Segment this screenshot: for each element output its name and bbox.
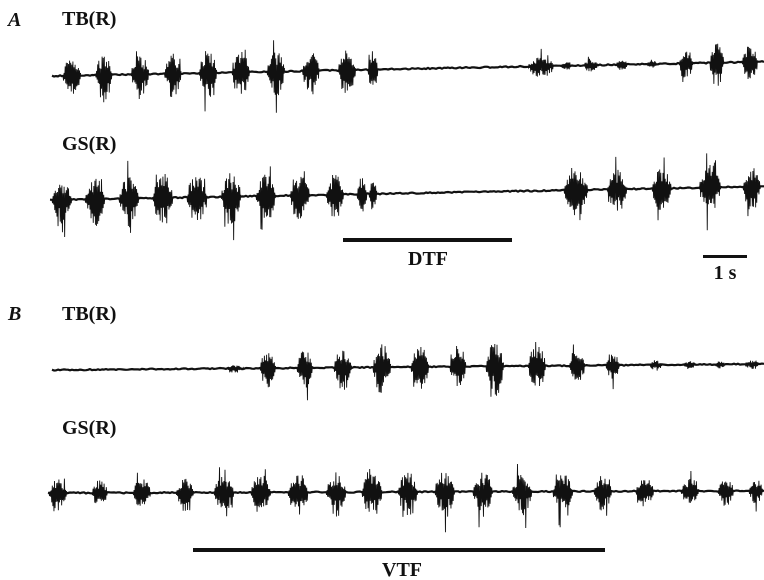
emg-burst: [527, 48, 555, 77]
emg-burst: [91, 480, 109, 504]
emg-burst: [605, 354, 621, 390]
emg-burst: [259, 353, 277, 388]
panel-b-tb-label: TB(R): [62, 303, 117, 325]
panel-a-label: A: [8, 9, 22, 31]
emg-burst: [651, 157, 673, 221]
emg-burst: [410, 346, 430, 389]
trace-b-tb: [51, 341, 764, 401]
emg-burst: [231, 49, 251, 94]
emg-burst: [198, 51, 218, 112]
emg-burst: [683, 361, 696, 370]
emg-burst: [84, 178, 106, 226]
panel-a-gs-label: GS(R): [62, 133, 117, 155]
emg-burst: [552, 474, 574, 528]
emg-burst: [678, 51, 694, 83]
emg-burst: [472, 472, 494, 528]
emg-burst: [649, 360, 662, 371]
emg-burst: [213, 467, 235, 517]
emg-burst: [583, 56, 599, 72]
emg-burst: [325, 472, 347, 517]
emg-burst: [615, 60, 628, 70]
emg-burst: [333, 350, 353, 390]
emg-burst: [368, 182, 378, 210]
emg-burst: [744, 360, 760, 370]
emg-burst: [296, 351, 314, 401]
panel-a-tb-label: TB(R): [62, 8, 117, 30]
emg-burst: [325, 174, 345, 217]
emg-burst: [48, 478, 68, 512]
trace-b-gs: [47, 463, 764, 533]
emg-burst: [175, 478, 195, 511]
emg-burst: [51, 184, 73, 238]
emg-burst: [186, 177, 208, 221]
emg-burst: [714, 361, 726, 369]
trace-baseline: [51, 60, 764, 78]
emg-burst: [287, 475, 309, 515]
panel-b-gs-label: GS(R): [62, 417, 117, 439]
emg-burst: [593, 476, 613, 516]
emg-burst: [302, 53, 320, 95]
emg-burst: [397, 472, 419, 517]
emg-burst: [680, 470, 700, 503]
trace-a-gs: [49, 153, 764, 241]
emg-burst: [434, 472, 456, 533]
emg-burst: [130, 51, 150, 100]
vtf-stimulus-bar: [193, 548, 605, 552]
emg-burst: [164, 53, 182, 98]
emg-burst: [742, 168, 762, 217]
emg-burst: [698, 153, 722, 231]
emg-burst: [485, 343, 505, 397]
dtf-stimulus-bar: [343, 238, 512, 242]
emg-burst: [606, 156, 628, 211]
trace-a-tb: [51, 40, 764, 113]
trace-baseline: [51, 362, 764, 372]
emg-burst: [717, 481, 735, 506]
emg-burst: [356, 178, 368, 212]
emg-burst: [361, 468, 383, 514]
emg-burst: [62, 60, 82, 94]
emg-burst: [118, 160, 140, 233]
emg-burst: [563, 167, 589, 221]
emg-burst: [741, 46, 759, 80]
emg-burst: [709, 43, 725, 86]
emg-burst: [635, 480, 655, 507]
emg-burst: [449, 345, 467, 387]
emg-burst: [646, 59, 658, 68]
emg-burst: [568, 344, 586, 380]
emg-burst: [337, 50, 357, 93]
dtf-label: DTF: [408, 248, 448, 270]
scale-bar-label: 1 s: [713, 262, 737, 284]
emg-burst: [289, 171, 311, 219]
emg-burst: [255, 166, 277, 230]
emg-burst: [527, 341, 547, 387]
emg-burst: [152, 173, 174, 224]
emg-burst: [250, 469, 272, 512]
emg-burst: [226, 365, 245, 373]
emg-burst: [220, 173, 242, 241]
time-scale-bar: [703, 255, 747, 258]
emg-burst: [95, 56, 113, 103]
panel-b-label: B: [8, 303, 22, 325]
emg-burst: [560, 62, 572, 70]
emg-burst: [511, 463, 533, 529]
emg-burst: [132, 472, 152, 506]
emg-burst: [266, 40, 286, 113]
emg-burst: [367, 51, 379, 85]
emg-burst: [748, 480, 764, 512]
vtf-label: VTF: [382, 559, 422, 580]
emg-burst: [372, 344, 392, 393]
